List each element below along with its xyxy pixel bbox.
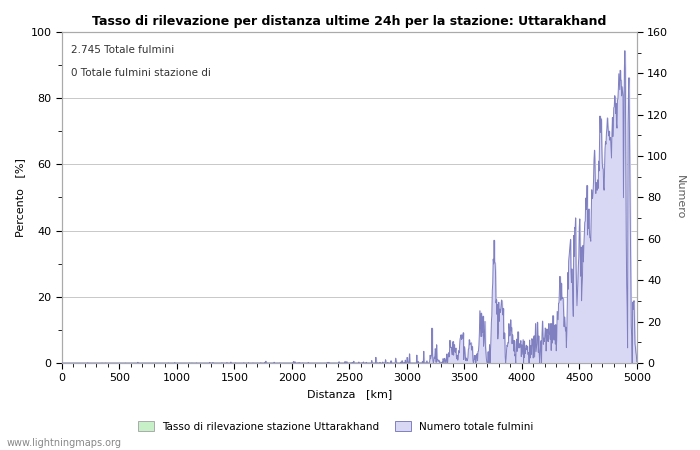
Y-axis label: Percento   [%]: Percento [%]	[15, 158, 25, 237]
Y-axis label: Numero: Numero	[675, 176, 685, 220]
Text: 0 Totale fulmini stazione di: 0 Totale fulmini stazione di	[71, 68, 211, 78]
Text: 2.745 Totale fulmini: 2.745 Totale fulmini	[71, 45, 174, 55]
Title: Tasso di rilevazione per distanza ultime 24h per la stazione: Uttarakhand: Tasso di rilevazione per distanza ultime…	[92, 15, 607, 28]
Legend: Tasso di rilevazione stazione Uttarakhand, Numero totale fulmini: Tasso di rilevazione stazione Uttarakhan…	[134, 417, 538, 436]
Text: www.lightningmaps.org: www.lightningmaps.org	[7, 438, 122, 448]
X-axis label: Distanza   [km]: Distanza [km]	[307, 389, 392, 399]
